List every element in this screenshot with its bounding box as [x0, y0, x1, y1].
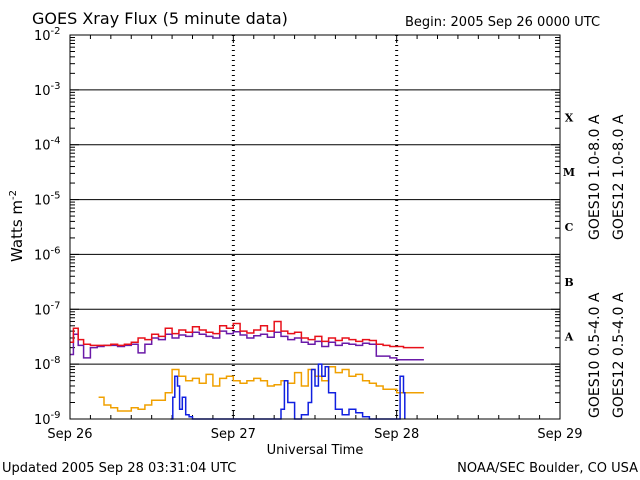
y-tick-label: 10-3 — [34, 81, 61, 99]
grid-layer — [69, 35, 561, 420]
x-tick-label: Sep 26 — [47, 427, 92, 442]
chart-title: GOES Xray Flux (5 minute data) — [32, 9, 288, 28]
flare-class-label: X — [565, 111, 574, 124]
flare-class-labels: X M C B A — [563, 111, 575, 343]
y-tick-labels: 10-2 10-3 10-4 10-5 10-6 10-7 10-8 10-9 — [34, 26, 61, 428]
x-axis-label: Universal Time — [267, 443, 364, 458]
flare-class-label: C — [565, 221, 574, 234]
y-tick-label: 10-9 — [34, 410, 61, 428]
y-axis-label-text: Watts m — [8, 200, 26, 262]
series-line-1 — [70, 320, 424, 349]
x-tick-label: Sep 28 — [374, 427, 419, 442]
series-line-2 — [98, 365, 424, 412]
flare-class-label: A — [564, 331, 574, 344]
y-tick-label: 10-8 — [34, 355, 61, 373]
y-axis-label-sup: -2 — [8, 190, 19, 200]
y-tick-label: 10-5 — [34, 191, 61, 209]
y-tick-label: 10-4 — [34, 136, 61, 154]
flare-class-label: M — [563, 166, 575, 179]
y-tick-label: 10-6 — [34, 245, 61, 263]
legend-goes12-long: GOES12 1.0-8.0 A — [611, 114, 627, 240]
updated-label: Updated 2005 Sep 28 03:31:04 UTC — [2, 461, 236, 476]
plot-frame — [69, 34, 561, 420]
begin-label: Begin: 2005 Sep 26 0000 UTC — [405, 15, 600, 30]
y-axis-label: Watts m-2 — [8, 190, 26, 262]
flare-class-label: B — [564, 276, 573, 289]
legend-goes12-short: GOES12 0.5-4.0 A — [611, 292, 627, 418]
x-tick-labels: Sep 26 Sep 27 Sep 28 Sep 29 — [47, 427, 582, 442]
legend-goes10-long: GOES10 1.0-8.0 A — [587, 114, 603, 240]
credit-label: NOAA/SEC Boulder, CO USA — [457, 461, 638, 476]
y-tick-label: 10-7 — [34, 300, 61, 318]
series-line-3 — [170, 363, 406, 420]
x-tick-label: Sep 27 — [211, 427, 256, 442]
y-tick-label: 10-2 — [34, 26, 61, 44]
x-tick-label: Sep 29 — [537, 427, 582, 442]
series-layer — [70, 320, 424, 420]
legend-goes10-short: GOES10 0.5-4.0 A — [587, 292, 603, 418]
